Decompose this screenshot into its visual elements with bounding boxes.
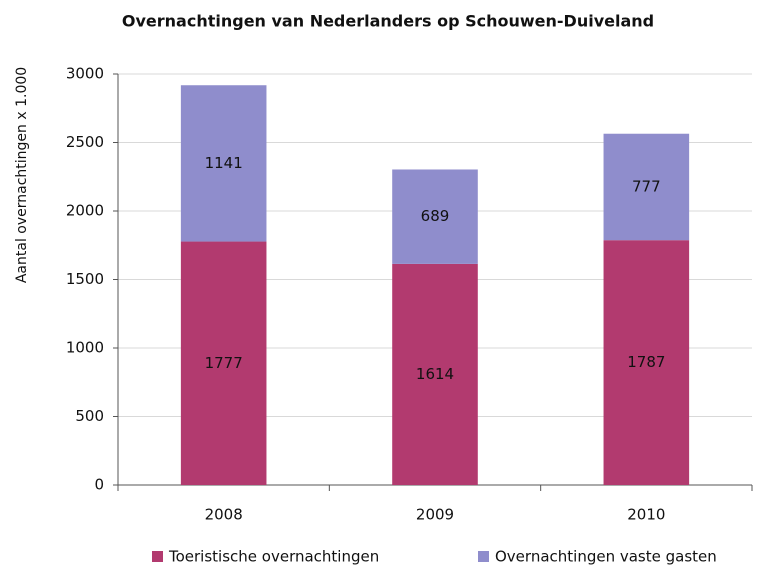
x-tick-label: 2008: [205, 506, 243, 524]
bar-segment: [392, 263, 478, 485]
x-tick-label: 2009: [416, 506, 454, 524]
legend-label: Toeristische overnachtingen: [168, 548, 379, 566]
y-tick-label: 2500: [66, 133, 104, 151]
y-axis-label: Aantal overnachtingen x 1.000: [14, 67, 30, 283]
bar-segment: [603, 240, 690, 485]
y-tick-label: 1500: [66, 270, 104, 288]
y-tick-label: 3000: [66, 65, 104, 83]
x-tick-label: 2010: [627, 506, 665, 524]
bar-segment: [603, 133, 690, 241]
y-tick-label: 500: [75, 407, 104, 425]
bar-segment: [180, 241, 267, 485]
data-label: 1777: [205, 354, 243, 372]
data-label: 1787: [627, 353, 665, 371]
legend-swatch: [152, 551, 163, 562]
data-label: 689: [421, 207, 450, 225]
data-label: 1614: [416, 365, 454, 383]
chart-title: Overnachtingen van Nederlanders op Schou…: [122, 12, 654, 31]
y-tick-label: 2000: [66, 202, 104, 220]
y-tick-label: 0: [94, 476, 104, 494]
y-tick-label: 1000: [66, 339, 104, 357]
data-label: 1141: [205, 154, 243, 172]
legend-label: Overnachtingen vaste gasten: [495, 548, 717, 566]
bar-segment: [392, 169, 478, 264]
bar-segment: [180, 85, 267, 242]
data-label: 777: [632, 177, 661, 195]
legend-swatch: [478, 551, 489, 562]
